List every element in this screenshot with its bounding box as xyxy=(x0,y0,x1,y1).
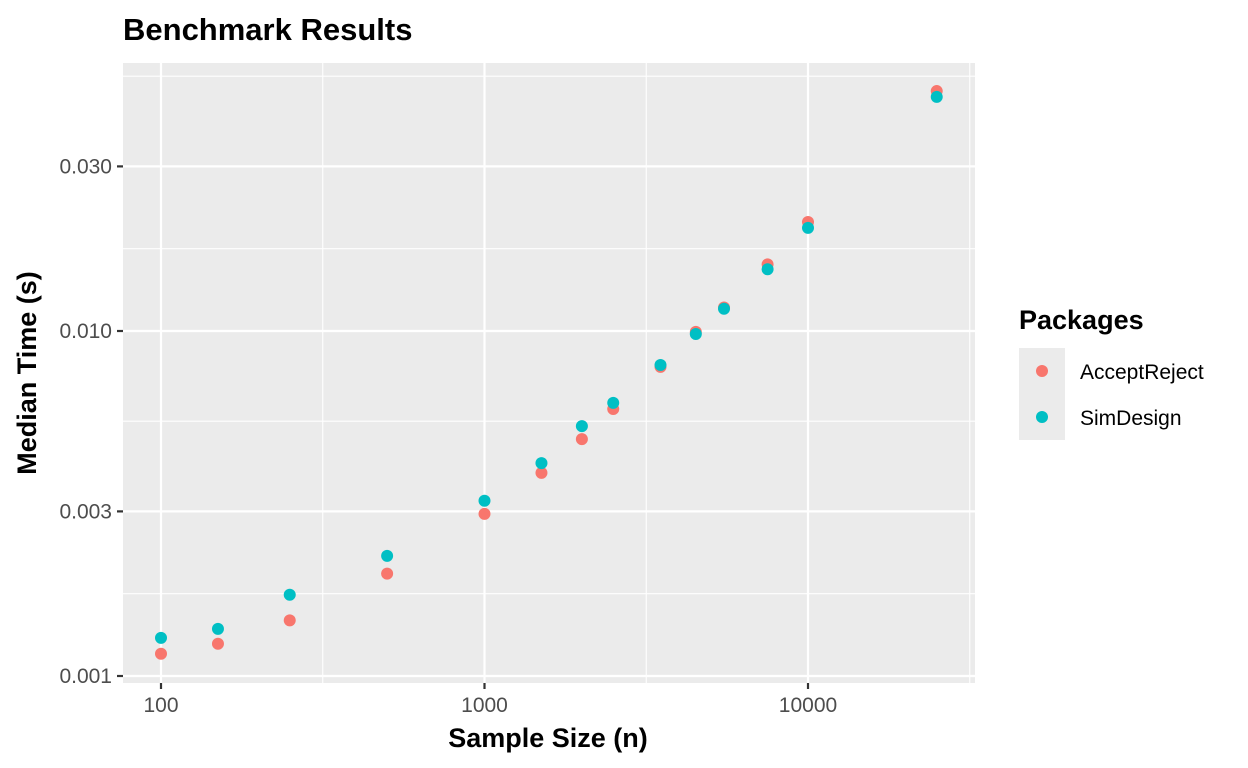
point-simdesign xyxy=(802,221,814,234)
y-tick-label: 0.003 xyxy=(59,500,112,523)
x-tick-label: 100 xyxy=(143,694,178,717)
point-simdesign xyxy=(478,494,491,507)
chart-title: Benchmark Results xyxy=(123,12,412,47)
point-simdesign xyxy=(607,396,620,409)
x-tick-label: 10000 xyxy=(779,694,837,717)
point-simdesign xyxy=(761,263,774,276)
point-acceptreject xyxy=(535,466,548,479)
point-acceptreject xyxy=(478,507,491,520)
legend: Packages AcceptReject SimDesign xyxy=(1019,305,1204,440)
x-tick-label: 1000 xyxy=(461,694,508,717)
legend-title: Packages xyxy=(1019,305,1144,335)
data-points xyxy=(155,85,943,660)
legend-key-simdesign-icon xyxy=(1036,411,1048,423)
point-simdesign xyxy=(155,631,167,644)
y-axis-title: Median Time (s) xyxy=(12,271,42,475)
x-axis-title: Sample Size (n) xyxy=(448,723,648,753)
point-acceptreject xyxy=(575,433,588,446)
point-simdesign xyxy=(283,588,296,601)
y-tick-label: 0.001 xyxy=(59,665,112,688)
point-simdesign xyxy=(654,358,667,371)
point-acceptreject xyxy=(211,637,224,650)
y-tick-label: 0.030 xyxy=(59,155,112,178)
point-simdesign xyxy=(211,622,224,635)
legend-label-simdesign: SimDesign xyxy=(1080,407,1182,430)
point-acceptreject xyxy=(155,647,167,660)
legend-label-acceptreject: AcceptReject xyxy=(1080,361,1204,384)
plot-panel xyxy=(123,63,975,683)
point-simdesign xyxy=(575,420,588,433)
point-simdesign xyxy=(381,549,394,562)
legend-key-acceptreject-icon xyxy=(1036,365,1048,377)
point-acceptreject xyxy=(283,614,296,627)
point-simdesign xyxy=(689,328,702,341)
point-simdesign xyxy=(930,90,943,103)
y-axis: 0.001 0.003 0.010 0.030 xyxy=(59,155,123,688)
major-gridlines xyxy=(123,63,975,683)
y-tick-label: 0.010 xyxy=(59,320,112,343)
point-simdesign xyxy=(535,457,548,470)
point-acceptreject xyxy=(381,567,394,580)
x-axis: 100 1000 10000 xyxy=(143,683,837,717)
legend-key-background xyxy=(1019,348,1065,440)
point-simdesign xyxy=(718,302,731,315)
